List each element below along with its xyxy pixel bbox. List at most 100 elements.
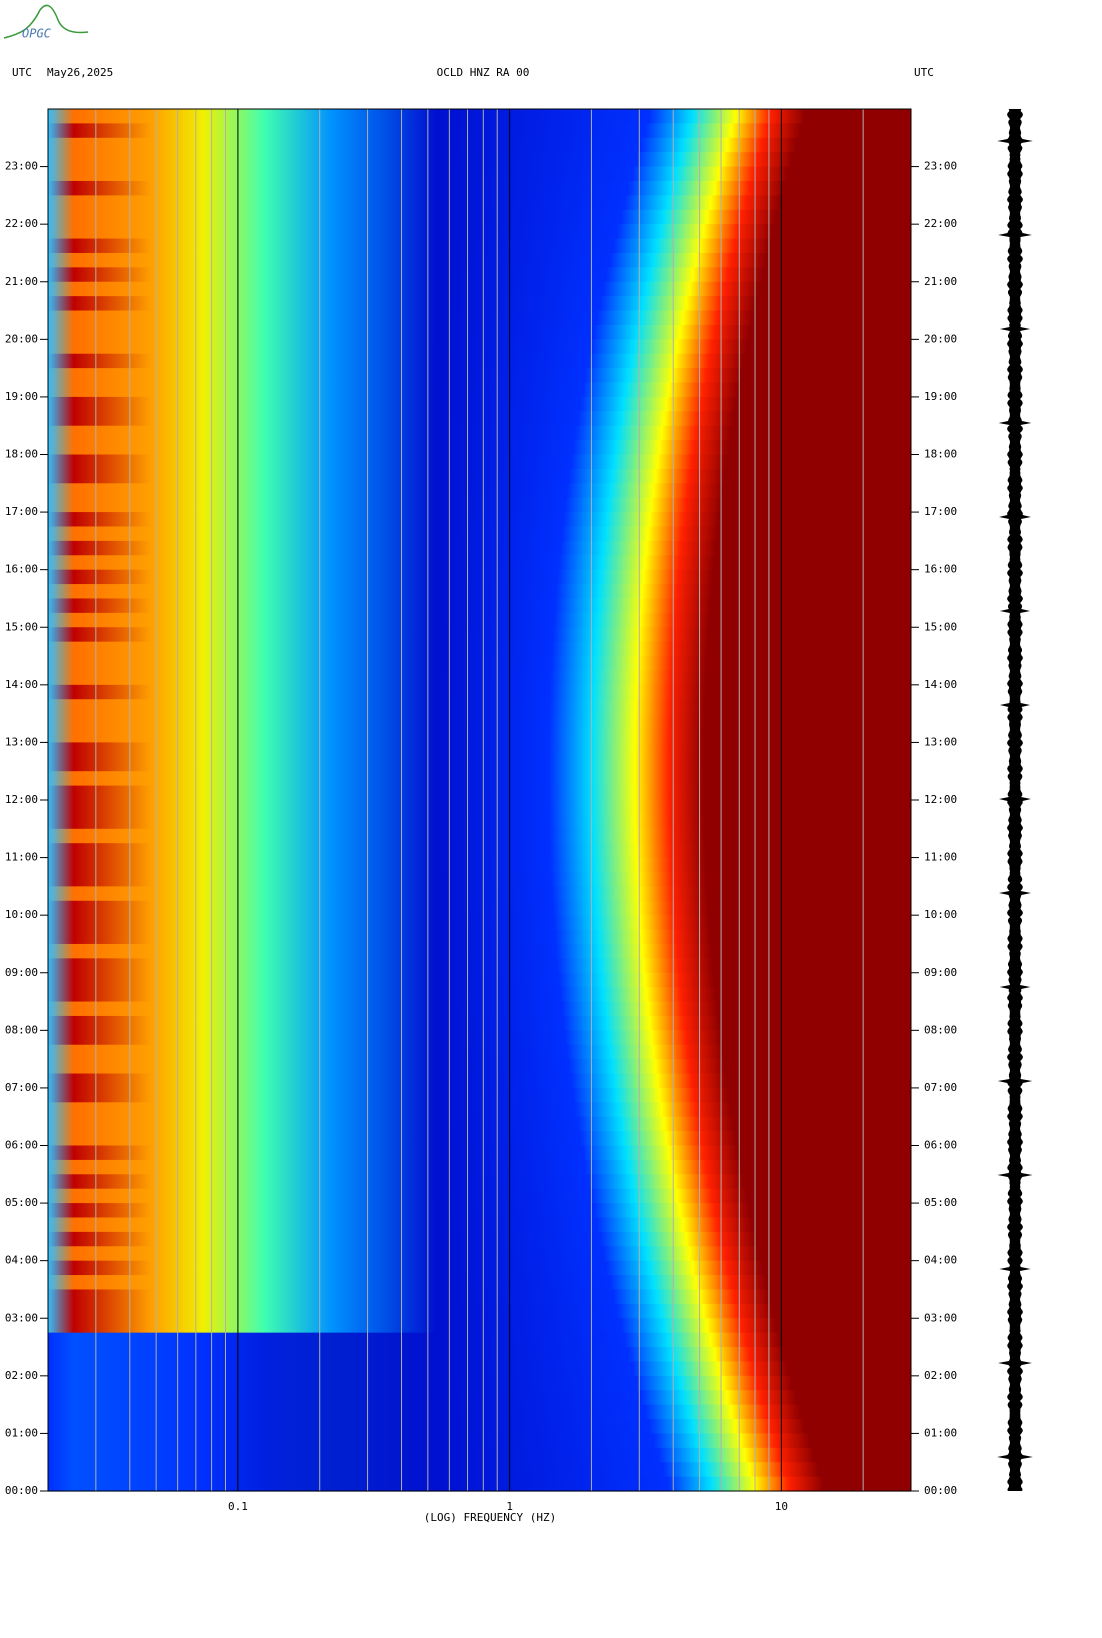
- y-tick-label: 19:00: [5, 390, 38, 403]
- logo: OPGC: [3, 4, 89, 41]
- y-tick-label-right: 18:00: [924, 448, 957, 461]
- spectrogram-row: [48, 1116, 911, 1132]
- spectrogram-row: [48, 771, 911, 787]
- spectrogram-row: [48, 886, 911, 902]
- spectrogram-row: [48, 684, 911, 700]
- spectrogram-row: [48, 267, 911, 283]
- spectrogram-row: [48, 929, 911, 945]
- spectrogram-row: [48, 224, 911, 240]
- y-tick-label: 17:00: [5, 505, 38, 518]
- y-tick-label-right: 22:00: [924, 217, 957, 230]
- y-tick-label: 21:00: [5, 275, 38, 288]
- spectrogram-row: [48, 483, 911, 499]
- spectrogram-row: [48, 1231, 911, 1247]
- spectrogram: [48, 109, 911, 1492]
- seismogram-trace: [997, 109, 1033, 1491]
- spectrogram-row: [48, 1275, 911, 1291]
- spectrogram-row: [48, 742, 911, 758]
- spectrogram-row: [48, 800, 911, 815]
- y-tick-label-right: 17:00: [924, 505, 957, 518]
- spectrogram-row: [48, 1375, 911, 1391]
- y-tick-label: 10:00: [5, 908, 38, 921]
- spectrogram-row: [48, 109, 911, 124]
- spectrogram-row: [48, 425, 911, 441]
- spectrogram-row: [48, 828, 911, 844]
- spectrogram-row: [48, 1217, 911, 1233]
- spectrogram-row: [48, 152, 911, 168]
- spectrogram-row: [48, 987, 911, 1003]
- y-tick-label: 05:00: [5, 1196, 38, 1209]
- spectrogram-row: [48, 310, 911, 326]
- y-tick-label-right: 03:00: [924, 1311, 957, 1324]
- spectrogram-row: [48, 555, 911, 571]
- logo-curve: [3, 4, 89, 39]
- spectrogram-row: [48, 713, 911, 729]
- date: May26,2025: [47, 66, 113, 79]
- spectrogram-row: [48, 1001, 911, 1017]
- spectrogram-row: [48, 526, 911, 542]
- x-tick-label: 0.1: [228, 1500, 248, 1513]
- y-tick-label: 18:00: [5, 448, 38, 461]
- chart-title: OCLD HNZ RA 00: [437, 66, 530, 79]
- spectrogram-row: [48, 411, 911, 427]
- y-tick-label-right: 14:00: [924, 678, 957, 691]
- y-tick-label-right: 07:00: [924, 1081, 957, 1094]
- y-tick-label: 22:00: [5, 217, 38, 230]
- spectrogram-row: [48, 1318, 911, 1334]
- spectrogram-row: [48, 670, 911, 686]
- spectrogram-row: [48, 123, 911, 139]
- y-tick-label: 02:00: [5, 1369, 38, 1382]
- spectrogram-row: [48, 900, 911, 916]
- y-tick-label-right: 15:00: [924, 620, 957, 633]
- spectrogram-row: [48, 871, 911, 887]
- spectrogram-row: [48, 1404, 911, 1420]
- spectrogram-row: [48, 1447, 911, 1463]
- x-tick-label: 10: [775, 1500, 788, 1513]
- spectrogram-row: [48, 1476, 911, 1492]
- spectrogram-row: [48, 1131, 911, 1147]
- y-tick-label: 08:00: [5, 1023, 38, 1036]
- spectrogram-row: [48, 584, 911, 600]
- spectrogram-row: [48, 1246, 911, 1262]
- spectrogram-row: [48, 627, 911, 643]
- y-tick-label: 13:00: [5, 735, 38, 748]
- y-tick-label-right: 20:00: [924, 332, 957, 345]
- spectrogram-row: [48, 1073, 911, 1089]
- spectrogram-row: [48, 540, 911, 556]
- spectrogram-row: [48, 1159, 911, 1175]
- y-tick-label: 16:00: [5, 563, 38, 576]
- y-tick-label: 04:00: [5, 1254, 38, 1267]
- axes: 00:00 00:00 01:00 01:00 02:00 02:00 03:00 03:00…: [5, 108, 957, 1497]
- spectrogram-row: [48, 1102, 911, 1118]
- x-tick-label: 1: [506, 1500, 513, 1513]
- y-tick-label-right: 11:00: [924, 851, 957, 864]
- spectrogram-row: [48, 728, 911, 744]
- spectrogram-row: [48, 656, 911, 672]
- spectrogram-row: [48, 353, 911, 369]
- spectrogram-row: [48, 1332, 911, 1348]
- x-axis-label: (LOG) FREQUENCY (HZ): [424, 1511, 556, 1524]
- spectrogram-row: [48, 641, 911, 657]
- y-tick-label: 20:00: [5, 332, 38, 345]
- y-tick-label: 09:00: [5, 966, 38, 979]
- spectrogram-row: [48, 1015, 911, 1031]
- spectrogram-row: [48, 252, 911, 268]
- y-tick-label-right: 08:00: [924, 1023, 957, 1036]
- spectrogram-row: [48, 1361, 911, 1377]
- spectrogram-row: [48, 598, 911, 614]
- y-tick-label: 12:00: [5, 793, 38, 806]
- y-tick-label: 15:00: [5, 620, 38, 633]
- spectrogram-row: [48, 569, 911, 585]
- spectrogram-row: [48, 1347, 911, 1363]
- y-tick-label-right: 05:00: [924, 1196, 957, 1209]
- y-tick-label-right: 10:00: [924, 908, 957, 921]
- y-tick-label-right: 02:00: [924, 1369, 957, 1382]
- spectrogram-row: [48, 512, 911, 528]
- spectrogram-row: [48, 1462, 911, 1478]
- spectrogram-row: [48, 166, 911, 182]
- spectrogram-row: [48, 843, 911, 859]
- logo-text: OPGC: [22, 27, 52, 41]
- y-tick-label: 23:00: [5, 160, 38, 173]
- spectrogram-row: [48, 1390, 911, 1406]
